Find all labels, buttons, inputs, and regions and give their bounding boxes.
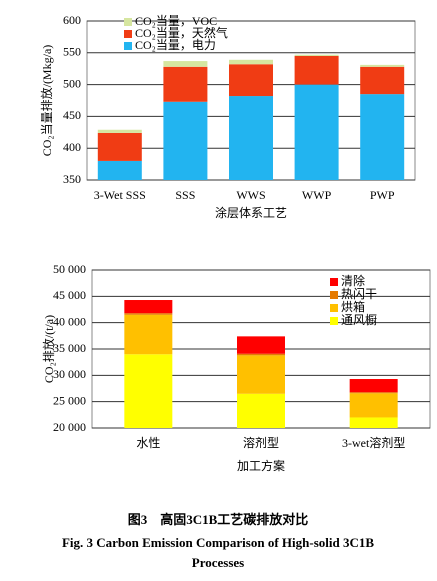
legend-label: 烘箱 <box>341 299 365 314</box>
legend-swatch <box>330 278 338 286</box>
bar-segment <box>124 314 173 355</box>
x-tick-label: SSS <box>175 188 195 202</box>
x-axis-label: 涂层体系工艺 <box>215 205 287 220</box>
bar-segment <box>229 96 273 180</box>
bar-segment <box>349 379 398 393</box>
bar-segment <box>97 129 142 133</box>
bar-segment <box>229 59 273 65</box>
legend-swatch <box>124 30 132 38</box>
y-tick-label: 35 000 <box>53 341 86 355</box>
y-tick-label: 500 <box>63 76 81 90</box>
legend-label: CO₂当量，天然气 <box>135 25 228 40</box>
bar-segment <box>294 54 339 56</box>
legend-label: CO₂当量，电力 <box>135 38 216 52</box>
bar-segment <box>360 66 405 95</box>
bar-segment <box>360 64 405 67</box>
caption-en: Fig. 3 Carbon Emission Comparison of Hig… <box>62 535 374 550</box>
legend-swatch <box>124 18 132 26</box>
y-tick-label: 30 000 <box>53 367 86 381</box>
legend-label: CO₂当量，VOC <box>135 14 217 28</box>
bar-segment <box>294 84 339 180</box>
y-tick-label: 350 <box>63 172 81 186</box>
caption-cn: 图3 高固3C1B工艺碳排放对比 <box>128 512 309 527</box>
y-tick-label: 25 000 <box>53 393 86 407</box>
x-tick-label: 溶剂型 <box>243 435 279 450</box>
x-tick-label: PWP <box>370 188 395 202</box>
bar-segment <box>163 66 208 102</box>
bar-segment <box>124 354 173 428</box>
x-tick-label: WWP <box>302 188 332 202</box>
y-tick-label: 20 000 <box>53 420 86 434</box>
bar-segment <box>349 417 398 428</box>
bar-segment <box>124 313 173 315</box>
y-tick-label: 50 000 <box>53 262 86 276</box>
x-axis-label: 加工方案 <box>237 458 285 473</box>
legend-swatch <box>330 317 338 325</box>
bar-segment <box>97 132 142 161</box>
x-tick-label: WWS <box>236 188 265 202</box>
y-tick-label: 400 <box>63 140 81 154</box>
x-tick-label: 3-Wet SSS <box>94 188 146 202</box>
x-tick-label: 3-wet溶剂型 <box>342 435 405 450</box>
bar-segment <box>237 336 285 354</box>
bar-segment <box>124 300 173 314</box>
y-tick-label: 450 <box>63 108 81 122</box>
caption-en: Processes <box>192 555 244 570</box>
legend-label: 通风橱 <box>341 313 377 327</box>
legend-swatch <box>124 42 132 50</box>
y-tick-label: 550 <box>63 45 81 59</box>
y-tick-label: 40 000 <box>53 314 86 328</box>
bar-segment <box>229 64 273 97</box>
y-axis-label: CO₂当量排放/(Mkg/a) <box>39 45 54 157</box>
bar-segment <box>163 61 208 67</box>
legend-label: 清除 <box>341 273 365 288</box>
bar-segment <box>349 392 398 394</box>
y-axis-label: CO₂排放/(t/a) <box>41 315 56 383</box>
y-tick-label: 45 000 <box>53 288 86 302</box>
bar-segment <box>294 55 339 85</box>
bar-segment <box>237 353 285 356</box>
bar-segment <box>360 94 405 180</box>
legend-swatch <box>330 304 338 312</box>
legend-label: 热闪干 <box>341 287 377 301</box>
bar-segment <box>237 393 285 428</box>
bar-segment <box>237 355 285 394</box>
bar-segment <box>97 160 142 180</box>
y-tick-label: 600 <box>63 13 81 27</box>
x-tick-label: 水性 <box>136 436 160 450</box>
bar-segment <box>163 101 208 180</box>
legend-swatch <box>330 291 338 299</box>
bar-segment <box>349 393 398 418</box>
